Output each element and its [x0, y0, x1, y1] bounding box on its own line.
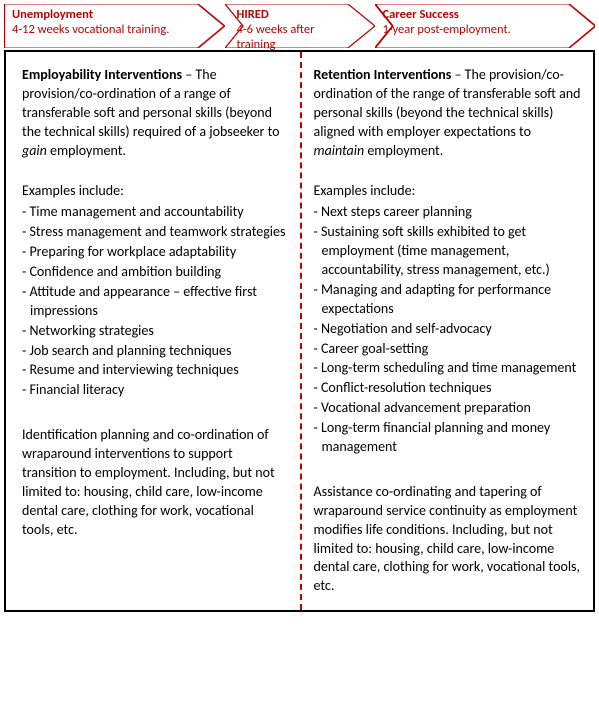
list-item: Networking strategies — [30, 322, 288, 341]
retention-emph: maintain — [314, 142, 365, 159]
arrow-sub: 4-12 weeks vocational training. — [12, 22, 169, 37]
employability-examples-label: Examples include: — [22, 182, 288, 201]
arrow-title: HIRED — [237, 7, 353, 22]
employability-description: Employability Interventions – The provis… — [22, 66, 288, 160]
list-item: Sustaining soft skills exhibited to get … — [322, 223, 582, 280]
arrow-stage-unemployment: Unemployment 4-12 weeks vocational train… — [4, 4, 225, 48]
main-content-box: Employability Interventions – The provis… — [4, 50, 595, 612]
list-item: Stress management and teamwork strategie… — [30, 223, 288, 242]
list-item: Conflict-resolution techniques — [322, 379, 582, 398]
arrow-stage-career-success: Career Success 1-year post-employment. — [375, 4, 596, 48]
list-item: Managing and adapting for performance ex… — [322, 281, 582, 319]
list-item: Long-term financial planning and money m… — [322, 419, 582, 457]
employability-examples-list: Time management and accountabilityStress… — [22, 203, 288, 400]
arrow-label: Unemployment 4-12 weeks vocational train… — [12, 7, 203, 37]
list-item: Job search and planning techniques — [30, 342, 288, 361]
list-item: Attitude and appearance – effective firs… — [30, 283, 288, 321]
employability-heading: Employability Interventions — [22, 66, 182, 83]
employability-wraparound: Identification planning and co-ordinatio… — [22, 426, 288, 539]
retention-examples-label: Examples include: — [314, 182, 582, 201]
list-item: Long-term scheduling and time management — [322, 359, 582, 378]
arrow-label: Career Success 1-year post-employment. — [383, 7, 574, 37]
list-item: Resume and interviewing techniques — [30, 361, 288, 380]
arrow-sub: 4-6 weeks after training — [237, 22, 315, 52]
list-item: Financial literacy — [30, 381, 288, 400]
list-item: Next steps career planning — [322, 203, 582, 222]
list-item: Preparing for workplace adaptability — [30, 243, 288, 262]
retention-wraparound: Assistance co-ordinating and tapering of… — [314, 483, 582, 596]
employability-desc-tail: employment. — [47, 142, 126, 159]
retention-examples-list: Next steps career planningSustaining sof… — [314, 203, 582, 457]
arrow-sub: 1-year post-employment. — [383, 22, 511, 37]
retention-desc-tail: employment. — [364, 142, 443, 159]
arrow-stage-hired: HIRED 4-6 weeks after training — [225, 4, 375, 48]
arrow-title: Career Success — [383, 7, 574, 22]
list-item: Career goal-setting — [322, 340, 582, 359]
list-item: Negotiation and self-advocacy — [322, 320, 582, 339]
list-item: Vocational advancement preparation — [322, 399, 582, 418]
retention-heading: Retention Interventions — [314, 66, 452, 83]
arrow-label: HIRED 4-6 weeks after training — [237, 7, 353, 52]
list-item: Confidence and ambition building — [30, 263, 288, 282]
list-item: Time management and accountability — [30, 203, 288, 222]
arrow-title: Unemployment — [12, 7, 203, 22]
retention-description: Retention Interventions – The provision/… — [314, 66, 582, 160]
employability-emph: gain — [22, 142, 47, 159]
retention-column: Retention Interventions – The provision/… — [300, 52, 594, 610]
employability-column: Employability Interventions – The provis… — [6, 52, 300, 610]
diagram-root: Unemployment 4-12 weeks vocational train… — [0, 0, 599, 616]
arrow-row: Unemployment 4-12 weeks vocational train… — [4, 4, 595, 48]
